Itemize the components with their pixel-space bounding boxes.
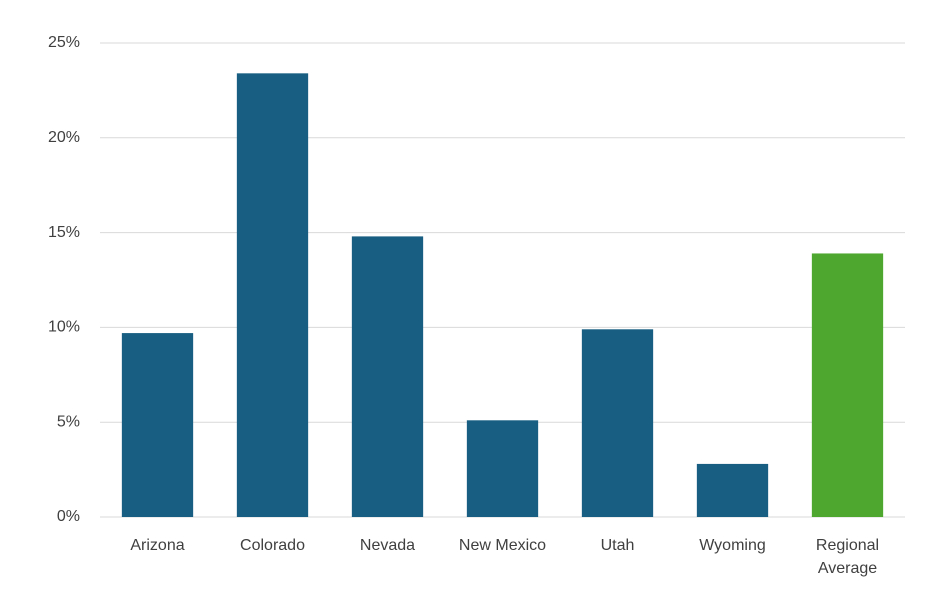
x-tick-label: Wyoming xyxy=(699,537,766,554)
bar xyxy=(811,253,884,517)
y-tick-label: 15% xyxy=(48,224,80,241)
x-tick-label: Arizona xyxy=(130,537,185,554)
bar xyxy=(236,73,309,517)
y-tick-label: 10% xyxy=(48,319,80,336)
bar xyxy=(351,236,424,517)
x-tick-label: Utah xyxy=(600,537,635,554)
x-tick-label: Regional Average xyxy=(815,537,880,577)
bar xyxy=(466,420,539,517)
x-tick-label: Colorado xyxy=(240,537,305,554)
y-tick-label: 0% xyxy=(57,508,80,525)
bar xyxy=(581,329,654,517)
bar xyxy=(696,463,769,517)
y-tick-label: 5% xyxy=(57,413,80,430)
x-tick-label: New Mexico xyxy=(458,537,547,554)
x-tick-label: Nevada xyxy=(359,537,416,554)
y-tick-label: 20% xyxy=(48,129,80,146)
y-tick-label: 25% xyxy=(48,34,80,51)
bar xyxy=(121,333,194,517)
